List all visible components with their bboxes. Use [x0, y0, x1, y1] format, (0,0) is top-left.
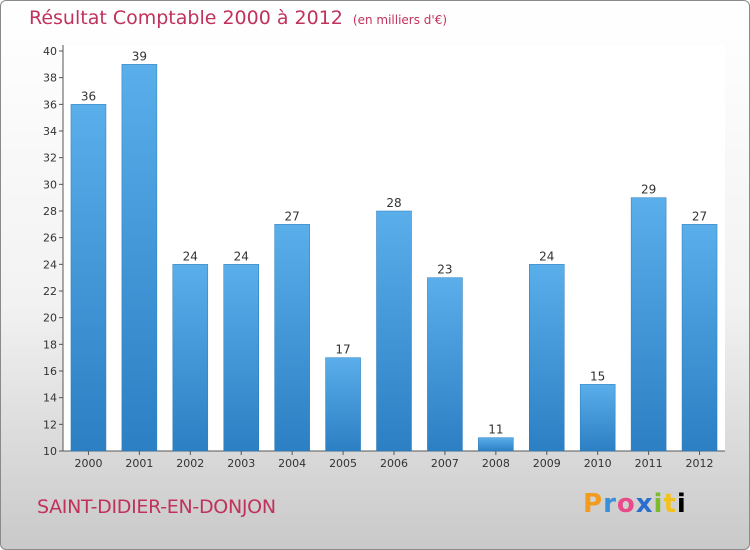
logo-letter: t — [663, 489, 677, 519]
y-tick-label: 24 — [43, 258, 57, 271]
x-tick-label: 2011 — [635, 457, 663, 470]
x-tick-label: 2012 — [686, 457, 714, 470]
y-tick-label: 28 — [43, 205, 57, 218]
chart-subtitle: (en milliers d'€) — [352, 13, 448, 27]
bar-2001[interactable] — [121, 64, 158, 452]
data-label: 29 — [641, 183, 656, 197]
bar-2004[interactable] — [274, 224, 310, 452]
logo-letter: i — [653, 489, 664, 519]
bar-2008[interactable] — [478, 437, 514, 452]
data-label: 24 — [183, 249, 198, 263]
logo-letter: r — [603, 489, 617, 519]
y-tick-label: 14 — [43, 392, 57, 405]
bars: 36 39 24 24 27 17 28 23 11 24 15 29 27 — [70, 49, 718, 452]
bar-2009[interactable] — [529, 264, 565, 452]
y-tick-label: 26 — [43, 232, 57, 245]
y-tick-label: 10 — [43, 445, 57, 458]
y-tick-label: 12 — [43, 418, 57, 431]
logo-letter: P — [583, 489, 604, 519]
data-label: 24 — [234, 249, 249, 263]
bar-2003[interactable] — [223, 264, 259, 452]
y-tick-label: 36 — [43, 98, 57, 111]
bar-2012[interactable] — [681, 224, 718, 452]
logo-letter: x — [635, 489, 654, 519]
title-text: Résultat Comptable 2000 à 2012 — [29, 7, 343, 29]
y-tick-label: 34 — [43, 125, 57, 138]
logo-letter: o — [616, 489, 636, 519]
y-tick-label: 30 — [43, 178, 57, 191]
bar-2011[interactable] — [630, 197, 667, 452]
bar-2000[interactable] — [70, 104, 107, 452]
y-ticks: 10 12 14 16 18 20 22 24 26 28 30 32 34 36 38 40 — [43, 45, 63, 458]
bar-2010[interactable] — [579, 384, 616, 452]
data-label: 11 — [488, 423, 503, 437]
data-label: 23 — [437, 263, 452, 277]
x-tick-label: 2004 — [278, 457, 306, 470]
data-label: 24 — [539, 249, 554, 263]
logo-letter: i — [676, 489, 687, 519]
data-label: 39 — [132, 49, 147, 63]
y-tick-label: 22 — [43, 285, 57, 298]
x-tick-label: 2010 — [584, 457, 612, 470]
y-tick-label: 40 — [43, 45, 57, 58]
y-tick-label: 38 — [43, 72, 57, 85]
chart-title: Résultat Comptable 2000 à 2012 (en millie… — [29, 7, 447, 29]
bar-2005[interactable] — [325, 357, 361, 452]
y-tick-label: 32 — [43, 152, 57, 165]
bar-2007[interactable] — [427, 277, 463, 452]
x-tick-label: 2003 — [227, 457, 255, 470]
x-tick-label: 2007 — [431, 457, 459, 470]
data-label: 28 — [386, 196, 401, 210]
city-name: SAINT-DIDIER-EN-DONJON — [37, 496, 276, 518]
data-label: 36 — [81, 89, 96, 103]
data-label: 15 — [590, 369, 605, 383]
bar-2002[interactable] — [172, 264, 209, 452]
x-tick-label: 2001 — [125, 457, 153, 470]
x-tick-label: 2005 — [329, 457, 357, 470]
x-tick-label: 2000 — [74, 457, 102, 470]
x-tick-label: 2002 — [176, 457, 204, 470]
x-tick-label: 2008 — [482, 457, 510, 470]
x-ticks: 2000 2001 2002 2003 2004 2005 2006 2007 2008 2009… — [74, 451, 714, 470]
data-label: 27 — [285, 209, 300, 223]
x-tick-label: 2006 — [380, 457, 408, 470]
proxiti-logo[interactable]: Proxiti — [583, 489, 687, 519]
x-tick-label: 2009 — [533, 457, 561, 470]
y-tick-label: 20 — [43, 312, 57, 325]
y-tick-label: 16 — [43, 365, 57, 378]
bar-2006[interactable] — [376, 210, 412, 452]
y-tick-label: 18 — [43, 338, 57, 351]
data-label: 17 — [335, 343, 350, 357]
data-label: 27 — [692, 209, 707, 223]
